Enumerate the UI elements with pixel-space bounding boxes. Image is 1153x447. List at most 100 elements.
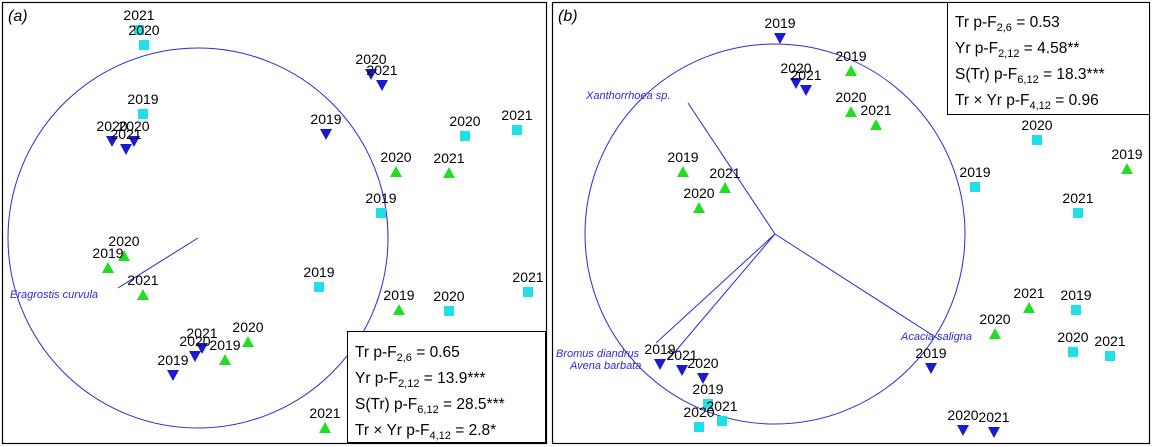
panel-b-label: (b)	[558, 8, 578, 25]
data-point: 2019	[383, 287, 415, 315]
point-year-label: 2020	[835, 89, 866, 105]
point-year-label: 2019	[692, 381, 723, 397]
marker-square	[314, 282, 324, 292]
point-year-label: 2020	[449, 113, 480, 129]
data-point: 2021	[366, 62, 398, 91]
point-year-label: 2021	[433, 150, 464, 166]
point-year-label: 2019	[915, 345, 946, 361]
marker-square	[703, 399, 713, 409]
point-year-label: 2020	[232, 319, 263, 335]
marker-down-triangle	[774, 33, 786, 44]
data-point: 2020	[179, 333, 211, 362]
point-year-label: 2021	[366, 62, 397, 78]
data-point: 2020	[449, 113, 481, 141]
species-vector-label: Acacia saligna	[900, 331, 972, 343]
point-year-label: 2019	[209, 337, 240, 353]
data-point: 2021	[127, 272, 159, 300]
point-year-label: 2020	[979, 311, 1010, 327]
point-year-label: 2019	[383, 287, 414, 303]
marker-down-triangle	[800, 85, 812, 96]
data-point: 2020	[835, 89, 867, 117]
data-point: 2020	[355, 51, 387, 80]
data-point: 2020	[96, 118, 128, 147]
data-point: 2019	[764, 15, 796, 44]
point-year-label: 2021	[978, 409, 1009, 425]
data-point: 2020	[947, 407, 979, 436]
data-point: 2020	[118, 118, 150, 147]
point-year-label: 2019	[835, 48, 866, 64]
point-year-label: 2021	[666, 347, 697, 363]
point-year-label: 2021	[186, 325, 217, 341]
point-year-label: 2020	[179, 333, 210, 349]
correlation-circle	[584, 43, 966, 425]
data-point: 2019	[644, 341, 676, 370]
data-point: 2021	[860, 102, 892, 130]
correlation-circle	[7, 47, 389, 429]
species-vector	[655, 233, 776, 344]
marker-up-triangle	[102, 262, 114, 273]
point-year-label: 2020	[96, 118, 127, 134]
data-point: 2019	[915, 345, 947, 374]
species-vector	[667, 233, 776, 361]
point-year-label: 2021	[110, 126, 141, 142]
point-year-label: 2019	[1111, 146, 1142, 162]
data-point: 2019	[303, 264, 335, 292]
point-year-label: 2019	[1060, 287, 1091, 303]
data-point: 2019	[310, 111, 342, 140]
point-year-label: 2021	[309, 405, 340, 421]
marker-up-triangle	[219, 354, 231, 365]
data-point: 2019	[1111, 146, 1143, 174]
marker-up-triangle	[393, 304, 405, 315]
marker-square	[694, 422, 704, 432]
data-point: 2020	[433, 288, 465, 316]
marker-square	[134, 25, 144, 35]
panel-b-plot: Xanthorrhoea sp. Acacia saligna Bromus dia…	[556, 15, 1143, 438]
marker-up-triangle	[845, 106, 857, 117]
point-year-label: 2021	[501, 107, 532, 123]
data-point: 2021	[186, 325, 218, 354]
data-point: 2021	[512, 269, 544, 297]
point-year-label: 2021	[512, 269, 543, 285]
data-point: 2021	[978, 409, 1010, 438]
marker-square	[1071, 305, 1081, 315]
point-year-label: 2019	[644, 341, 675, 357]
data-point: 2020	[232, 319, 264, 347]
data-point: 2020	[1057, 329, 1089, 357]
species-vector-label: Xanthorrhoea sp.	[585, 90, 670, 102]
marker-square	[1073, 208, 1083, 218]
data-point: 2020	[128, 22, 160, 50]
data-point: 2019	[92, 245, 124, 273]
point-year-label: 2020	[108, 233, 139, 249]
marker-down-triangle	[128, 136, 140, 147]
point-year-label: 2020	[687, 355, 718, 371]
panel-b-stat-line: Tr p-F2,6 = 0.53	[955, 14, 1060, 34]
marker-down-triangle	[988, 427, 1000, 438]
point-year-label: 2019	[310, 111, 341, 127]
marker-square	[376, 208, 386, 218]
panel-a-stat-line: Tr p-F2,6 = 0.65	[355, 344, 460, 364]
panel-a-frame	[1, 1, 548, 445]
data-point: 2019	[209, 337, 241, 365]
marker-down-triangle	[376, 80, 388, 91]
marker-down-triangle	[167, 370, 179, 381]
marker-up-triangle	[242, 336, 254, 347]
data-point: 2021	[709, 165, 741, 193]
data-point: 2020	[108, 233, 140, 261]
point-year-label: 2020	[683, 185, 714, 201]
species-vector-label: Bromus diandrus	[556, 348, 640, 360]
point-year-label: 2021	[790, 67, 821, 83]
marker-up-triangle	[1023, 302, 1035, 313]
panel-a-stat-line: Tr × Yr p-F4,12 = 2.8*	[355, 422, 496, 442]
point-year-label: 2019	[667, 149, 698, 165]
marker-down-triangle	[120, 144, 132, 155]
panel-b-stat-line: Tr × Yr p-F4,12 = 0.96	[955, 92, 1099, 112]
data-point: 2021	[1094, 333, 1126, 361]
point-year-label: 2021	[709, 165, 740, 181]
data-point: 2021	[706, 398, 738, 426]
data-point: 2021	[1013, 285, 1045, 313]
panel-a-stat-line: Yr p-F2,12 = 13.9***	[355, 370, 485, 390]
marker-square	[717, 416, 727, 426]
panel-b-stat-line: Yr p-F2,12 = 4.58**	[955, 40, 1079, 60]
data-point: 2021	[790, 67, 822, 96]
data-point: 2020	[683, 185, 715, 213]
